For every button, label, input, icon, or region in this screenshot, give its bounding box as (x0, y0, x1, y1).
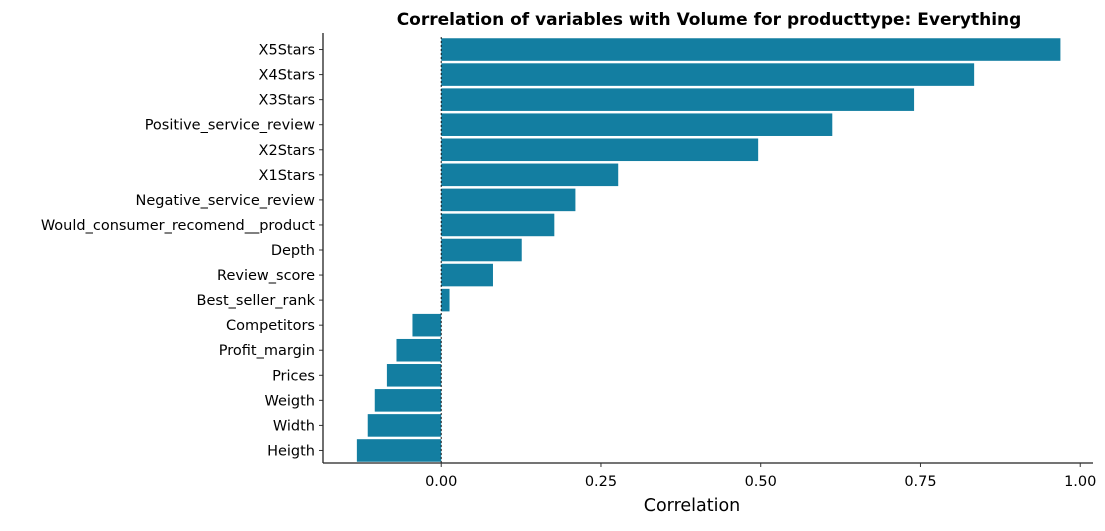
bar-heigth (356, 439, 442, 462)
y-tick-label-x5stars: X5Stars (259, 43, 315, 59)
x-axis: 0.00 0.25 0.50 0.75 1.00 (323, 462, 1096, 490)
y-axis: X5Stars X4Stars X3Stars Positive_service_re… (41, 33, 324, 463)
bar-prices (386, 364, 442, 387)
y-tick-label-heigth: Heigth (267, 443, 315, 459)
bar-depth (441, 238, 522, 262)
bar-width (367, 414, 442, 437)
x-tick-label: 0.50 (745, 474, 777, 490)
bar-negative-service-review (441, 188, 576, 212)
y-tick-label-profit-margin: Profit_margin (219, 343, 315, 359)
y-tick-label-best-seller-rank: Best_seller_rank (197, 293, 316, 309)
bar-review-score (441, 263, 493, 287)
y-tick-label-positive-service-review: Positive_service_review (145, 118, 315, 134)
y-tick-label-negative-service-review: Negative_service_review (136, 193, 316, 209)
y-tick-label-competitors: Competitors (226, 318, 315, 334)
bar-x1stars (441, 163, 619, 187)
chart-title: Correlation of variables with Volume for… (397, 10, 1022, 30)
bar-positive-service-review (441, 113, 833, 136)
bar-x2stars (441, 138, 759, 162)
x-tick-label: 0.25 (585, 474, 617, 490)
bar-x3stars (441, 88, 915, 111)
bar-would-consumer-recomend-product (441, 213, 555, 237)
y-tick-label-x4stars: X4Stars (259, 68, 315, 84)
x-axis-title: Correlation (644, 496, 741, 516)
y-tick-label-x3stars: X3Stars (259, 93, 315, 109)
x-tick-label: 0.00 (425, 474, 457, 490)
y-tick-label-x1stars: X1Stars (259, 168, 315, 184)
bar-profit-margin (396, 338, 442, 362)
x-tick-label: 1.00 (1064, 474, 1096, 490)
bar-weigth (374, 389, 442, 412)
y-tick-label-review-score: Review_score (217, 268, 315, 284)
bars-layer (356, 37, 1061, 463)
y-tick-label-width: Width (273, 418, 315, 434)
y-tick-label-prices: Prices (272, 368, 315, 384)
y-tick-label-depth: Depth (271, 243, 315, 259)
x-tick-label: 0.75 (904, 474, 936, 490)
bar-competitors (412, 313, 442, 337)
y-tick-label-weigth: Weigth (264, 393, 315, 409)
y-tick-label-would-consumer-recomend-product: Would_consumer_recomend__product (41, 218, 315, 234)
bar-x4stars (441, 63, 975, 86)
bar-best-seller-rank (441, 288, 450, 312)
bar-x5stars (441, 38, 1061, 61)
y-tick-label-x2stars: X2Stars (259, 143, 315, 159)
